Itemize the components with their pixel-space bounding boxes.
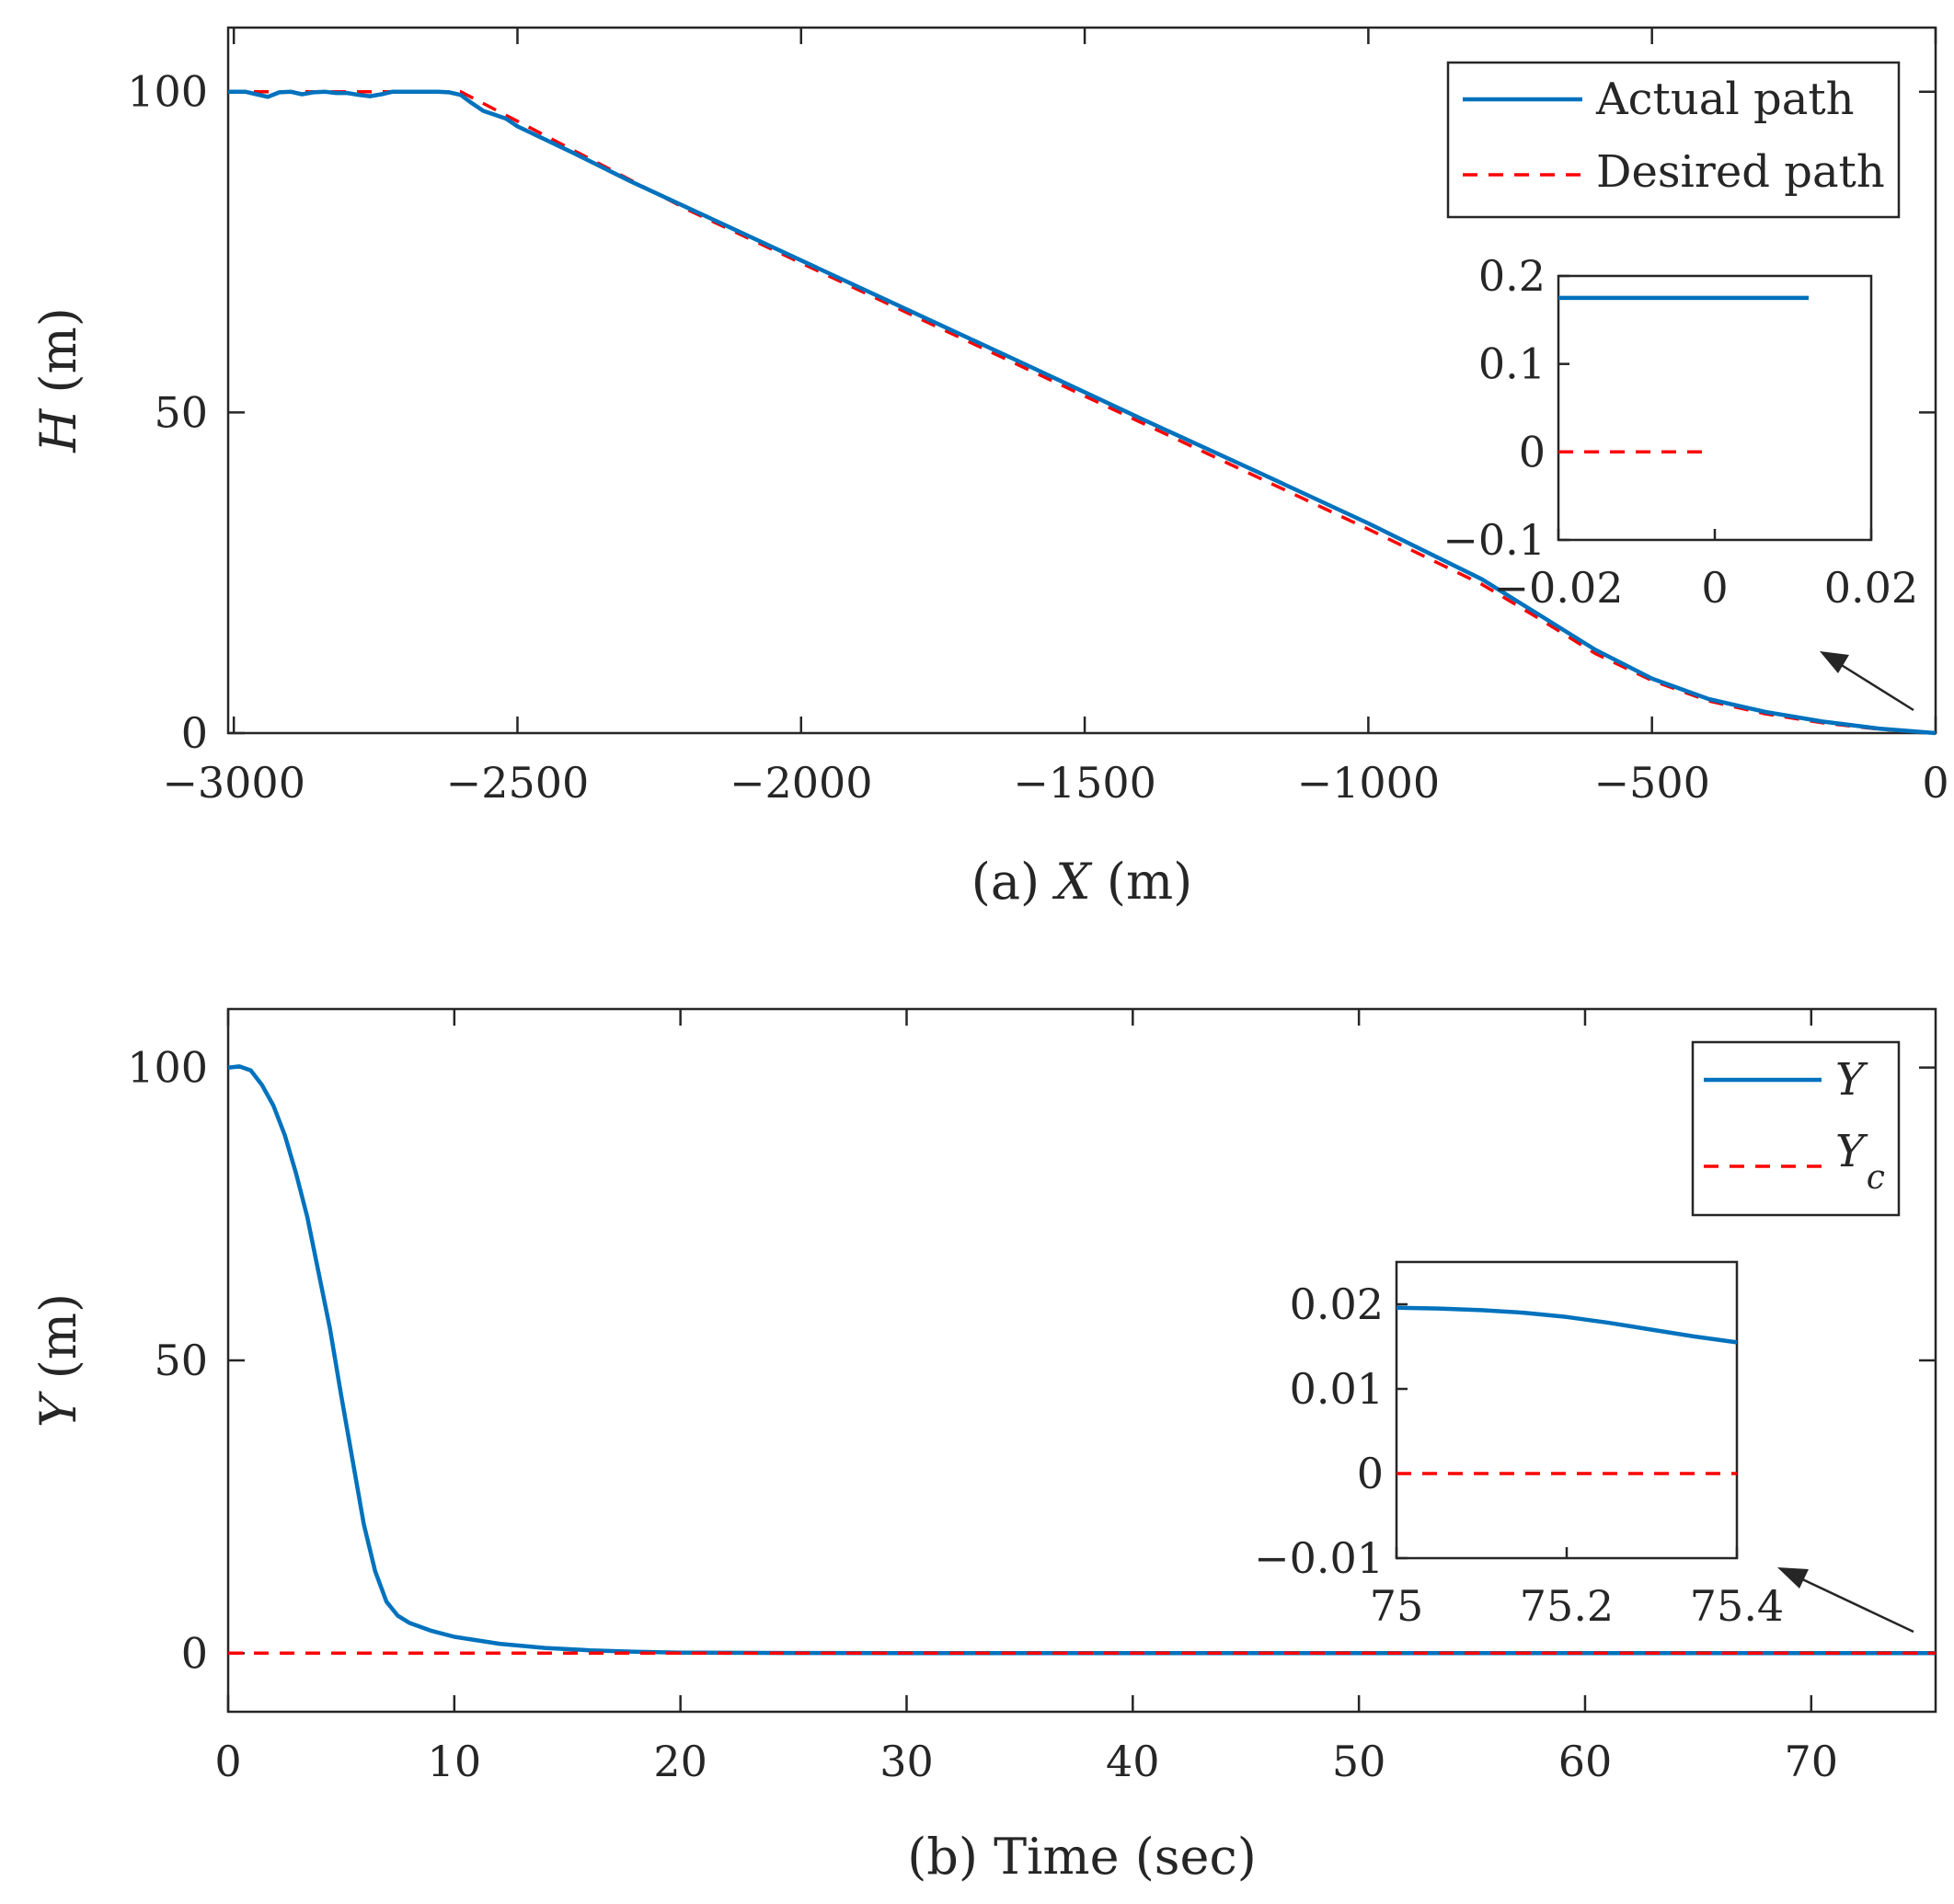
panel-b-inset-y-tick-label: 0.02	[1290, 1279, 1384, 1329]
panel-b: 0 10 20 30 40 50 60 70 0 50 100 (b) Time (sec) Y (…	[29, 1007, 1937, 1886]
legend-actual-path-label: Actual path	[1595, 74, 1855, 125]
panel-b-inset-x-tick-label: 75	[1370, 1581, 1424, 1631]
panel-a-inset-x-tick-label: 0	[1701, 563, 1728, 613]
panel-a-inset: −0.02 0 0.02 −0.1 0 0.1 0.2	[1443, 251, 1918, 613]
panel-a-x-tick-label: −2500	[446, 758, 590, 808]
legend-desired-path-label: Desired path	[1596, 146, 1885, 198]
panel-b-inset-x-tick-label: 75.4	[1690, 1581, 1784, 1631]
panel-b-x-tick-label: 10	[428, 1737, 482, 1786]
panel-b-inset-y-tick-label: 0.01	[1290, 1364, 1384, 1414]
panel-a-series-actual-path	[228, 89, 1937, 736]
panel-a-inset-y-tick-label: 0.2	[1478, 251, 1546, 301]
panel-b-inset-y-tick-label: −0.01	[1254, 1533, 1384, 1583]
panel-a-series	[228, 89, 1937, 736]
panel-a-inset-y-tick-label: −0.1	[1443, 515, 1546, 565]
panel-b-x-tick-label: 0	[214, 1737, 241, 1786]
panel-b-x-axis-label: (b) Time (sec)	[907, 1828, 1257, 1886]
panel-a-x-tick-label: −1500	[1013, 758, 1156, 808]
panel-b-inset-y-tick-label: 0	[1357, 1449, 1384, 1498]
panel-a-inset-y-tick-label: 0.1	[1478, 339, 1546, 389]
panel-b-inset-x-tick-label: 75.2	[1520, 1581, 1614, 1631]
panel-b-inset: 75 75.2 75.4 −0.01 0 0.01 0.02	[1254, 1260, 1784, 1631]
panel-b-y-tick-label: 0	[181, 1628, 208, 1678]
panel-b-inset-ticks: 75 75.2 75.4 −0.01 0 0.01 0.02	[1254, 1279, 1784, 1631]
panel-b-inset-series	[1396, 1305, 1738, 1475]
panel-a-x-tick-label: −3000	[162, 758, 305, 808]
legend-yc-label: Yc	[1835, 1126, 1885, 1197]
panel-b-y-tick-label: 100	[127, 1043, 208, 1093]
panel-b-series	[227, 1064, 1936, 1656]
panel-a-ticks: −3000 −2500 −2000 −1500 −1000 −500 0 0 50 100	[127, 28, 1949, 808]
panel-b-zoom-arrow	[1777, 1567, 1914, 1634]
panel-a-legend-box	[1446, 61, 1901, 219]
panel-a-y-tick-label: 50	[154, 387, 208, 437]
panel-b-y-axis-label: Y (m)	[29, 1293, 87, 1428]
panel-b-x-tick-label: 60	[1558, 1737, 1613, 1786]
panel-b-inset-series-y	[1396, 1305, 1738, 1345]
panel-a-inset-x-tick-label: 0.02	[1824, 563, 1918, 613]
panel-a-legend: Actual path Desired path	[1446, 61, 1901, 219]
panel-a-x-tick-label: −1000	[1297, 758, 1441, 808]
panel-b-y-tick-label: 50	[154, 1336, 208, 1385]
panel-a: −3000 −2500 −2000 −1500 −1000 −500 0 0 50 100 (a)…	[29, 26, 1949, 911]
panel-a-axes-frame	[226, 26, 1937, 735]
panel-a-x-tick-label: −500	[1594, 758, 1710, 808]
panel-a-x-axis-label: (a) X (m)	[971, 853, 1192, 911]
panel-b-x-tick-label: 70	[1785, 1737, 1839, 1786]
panel-a-inset-x-tick-label: −0.02	[1494, 563, 1624, 613]
panel-a-zoom-arrow	[1820, 651, 1914, 712]
panel-b-x-tick-label: 40	[1106, 1737, 1160, 1786]
panel-b-legend: Y Yc	[1691, 1040, 1901, 1217]
panel-b-x-tick-label: 50	[1332, 1737, 1386, 1786]
panel-a-inset-ticks: −0.02 0 0.02 −0.1 0 0.1 0.2	[1443, 251, 1918, 613]
panel-a-series-desired-path	[228, 89, 1937, 735]
panel-a-x-tick-label: −2000	[730, 758, 873, 808]
panel-a-x-tick-label: 0	[1922, 758, 1948, 808]
panel-a-y-tick-label: 100	[127, 67, 208, 117]
panel-b-x-tick-label: 20	[653, 1737, 707, 1786]
legend-y-label: Y	[1835, 1054, 1868, 1106]
panel-a-y-tick-label: 0	[181, 708, 208, 758]
panel-a-y-axis-label: H (m)	[29, 307, 87, 453]
panel-b-legend-box	[1691, 1040, 1901, 1217]
panel-a-inset-y-tick-label: 0	[1519, 427, 1546, 476]
panel-b-x-tick-label: 30	[879, 1737, 934, 1786]
panel-a-inset-series	[1558, 295, 1809, 454]
